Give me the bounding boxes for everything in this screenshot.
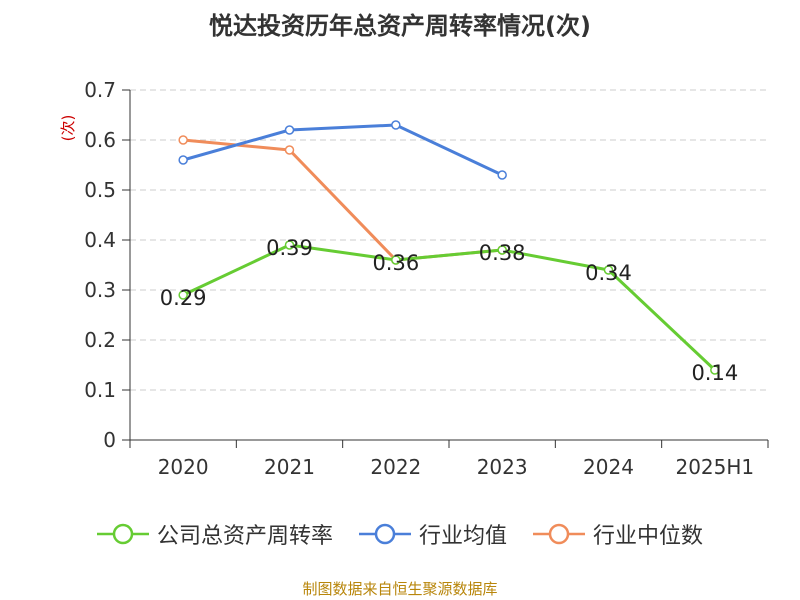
data-label: 0.38: [479, 241, 526, 265]
x-tick-label: 2024: [583, 455, 634, 479]
data-label: 0.34: [585, 261, 632, 285]
data-point: [284, 125, 295, 135]
data-point: [391, 120, 401, 130]
y-tick-label: 0.5: [84, 178, 116, 202]
data-point: [391, 255, 401, 265]
x-tick-label: 2023: [477, 455, 528, 479]
data-label: 0.14: [691, 361, 738, 385]
y-tick-label: 0.6: [84, 128, 116, 152]
y-tick-label: 0.3: [84, 278, 116, 302]
data-point: [497, 170, 507, 180]
series-lines: [178, 120, 720, 375]
data-point: [178, 290, 188, 300]
x-tick-label: 2020: [158, 455, 209, 479]
y-tick-label: 0.7: [84, 78, 116, 102]
data-point: [178, 155, 188, 165]
data-point: [284, 145, 295, 155]
y-tick-label: 0.2: [84, 328, 116, 352]
legend-swatch-industry-median: [533, 523, 585, 545]
legend-label-industry-mean: 行业均值: [418, 524, 507, 549]
data-labels: 0.29 0.39 0.36 0.38 0.34 0.14: [160, 236, 738, 385]
data-point: [497, 245, 507, 255]
legend-swatch-industry-mean: [358, 523, 411, 545]
legend-item-industry-mean[interactable]: 行业均值: [358, 518, 507, 550]
legend-label-industry-median: 行业中位数: [593, 524, 704, 549]
legend: 公司总资产周转率 行业均值 行业中位数: [0, 518, 800, 550]
data-point: [178, 135, 188, 145]
y-tick-label: 0: [103, 428, 116, 452]
data-label: 0.29: [160, 286, 207, 310]
data-point: [284, 240, 295, 250]
data-point: [603, 265, 614, 275]
series-line-0: [182, 243, 716, 372]
x-tick-label: 2025H1: [675, 455, 754, 479]
chart-title: 悦达投资历年总资产周转率情况(次): [209, 12, 591, 40]
y-tick-label: 0.1: [84, 378, 116, 402]
legend-item-industry-median[interactable]: 行业中位数: [533, 518, 703, 550]
x-tick-label: 2022: [370, 455, 421, 479]
legend-label-company: 公司总资产周转率: [156, 524, 333, 549]
series-line-2: [183, 138, 503, 262]
axes: 0 0.1 0.2 0.3 0.4 0.5 0.6 0.7 2020 2021 2022 2023 20…: [59, 78, 769, 479]
data-point: [710, 365, 720, 375]
data-label: 0.39: [266, 236, 313, 260]
data-source-note: 制图数据来自恒生聚源数据库: [302, 580, 498, 598]
y-axis-label: (次): [59, 115, 77, 142]
x-tick-label: 2021: [264, 455, 315, 479]
series-line-1: [182, 123, 503, 177]
legend-item-company[interactable]: 公司总资产周转率: [96, 518, 333, 550]
legend-swatch-company: [96, 523, 149, 545]
y-tick-label: 0.4: [84, 228, 116, 252]
data-label: 0.36: [372, 251, 419, 275]
gridlines: [130, 89, 768, 391]
